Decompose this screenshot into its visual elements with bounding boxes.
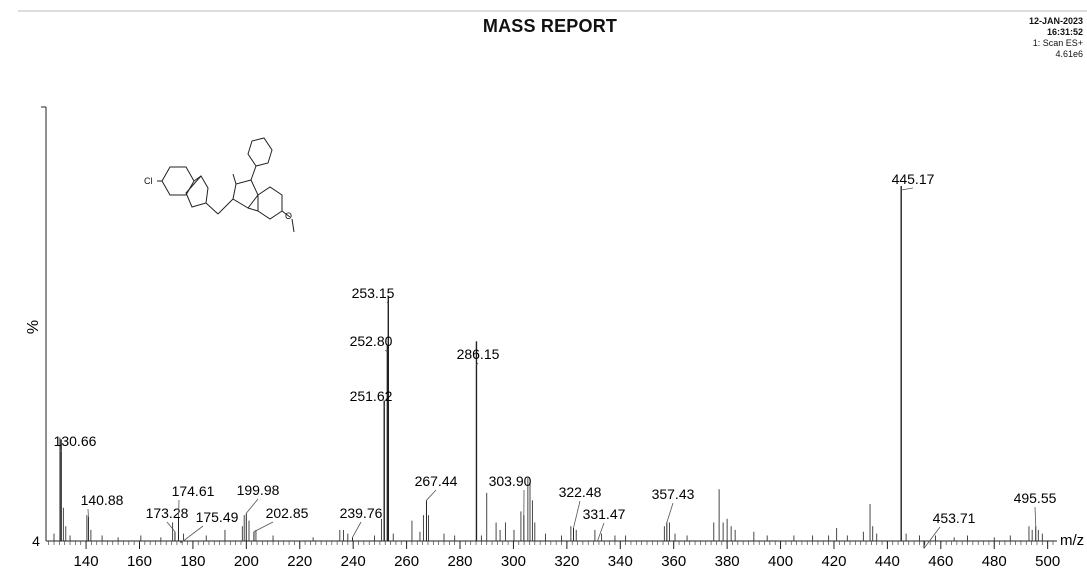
x-tick-label: 480 — [982, 553, 1007, 570]
peak-leader-line — [166, 521, 176, 533]
x-tick-label: 420 — [821, 553, 846, 570]
peak-leader-line — [666, 502, 674, 523]
peak-leader-line — [245, 498, 259, 514]
x-tick-label: 400 — [768, 553, 793, 570]
peak-leader-line — [597, 522, 605, 542]
peak-label: 251.62 — [350, 388, 393, 404]
peak-label: 173.28 — [146, 505, 189, 521]
x-tick-label: 380 — [715, 553, 740, 570]
peak-label: 199.98 — [237, 482, 280, 498]
peak-label: 130.66 — [54, 433, 97, 449]
peak-labels: 130.66 140.88 173.28 174.61 175.49 199.98 202.… — [54, 171, 1057, 549]
x-tick-label: 140 — [74, 553, 99, 570]
x-tick-label: 340 — [608, 553, 633, 570]
chemical-structure — [157, 137, 295, 233]
peak-leader-line — [386, 301, 389, 305]
x-tick-label: 320 — [554, 553, 579, 570]
benzo-ring — [257, 186, 283, 220]
peaks — [53, 186, 1043, 549]
x-axis-ticks: 140 160 180 200 220 240 260 280 300 320 340 360 380 4… — [46, 540, 1060, 570]
x-tick-label: 180 — [180, 553, 205, 570]
chlorophenyl-ring — [161, 166, 195, 196]
peak-leader-line — [426, 489, 437, 501]
imidazolone-ring — [232, 179, 259, 209]
peak-label: 453.71 — [933, 510, 976, 526]
peak-leader-line — [383, 404, 386, 408]
peak-label: 357.43 — [652, 486, 695, 502]
x-tick-label: 200 — [234, 553, 259, 570]
x-tick-label: 160 — [127, 553, 152, 570]
peak-label: 303.90 — [489, 473, 532, 489]
x-tick-label: 300 — [501, 553, 526, 570]
peak-label: 174.61 — [172, 483, 215, 499]
peak-label: 286.15 — [457, 346, 500, 362]
peak-label: 140.88 — [81, 492, 124, 508]
peak-label: 253.15 — [352, 285, 395, 301]
peak-leader-line — [901, 187, 914, 191]
peak-label: 239.76 — [340, 505, 383, 521]
peak-label: 495.55 — [1014, 490, 1057, 506]
peak-label: 322.48 — [559, 484, 602, 500]
phenyl-ring — [247, 137, 273, 167]
chlorine-label: Cl — [144, 176, 153, 186]
x-tick-label: 240 — [341, 553, 366, 570]
structure-atom-labels: Cl O — [144, 176, 292, 221]
peak-label: 175.49 — [196, 509, 239, 525]
report-date: 12-JAN-2023 — [1028, 16, 1083, 26]
x-tick-label: 440 — [875, 553, 900, 570]
peak-leader-line — [253, 521, 274, 533]
x-axis-label: m/z — [1060, 532, 1084, 549]
x-tick-label: 220 — [287, 553, 312, 570]
peak-leader-line — [180, 525, 204, 544]
peak-label: 202.85 — [266, 505, 309, 521]
x-tick-label: 360 — [661, 553, 686, 570]
oxygen-label: O — [285, 211, 292, 221]
peak-label: 445.17 — [892, 171, 935, 187]
y-axis-label: % — [25, 320, 42, 334]
peak-leader-line — [476, 362, 479, 366]
peak-label: 252.80 — [350, 333, 393, 349]
peak-label: 267.44 — [415, 473, 458, 489]
x-tick-label: 460 — [928, 553, 953, 570]
report-title: MASS REPORT — [482, 16, 618, 36]
peak-leader-line — [384, 349, 388, 353]
x-tick-label: 260 — [394, 553, 419, 570]
peak-leader-line — [352, 521, 362, 538]
report-time: 16:31:52 — [1046, 27, 1083, 37]
peak-label: 331.47 — [583, 506, 626, 522]
base-intensity: 4.61e6 — [1055, 49, 1083, 59]
y-floor-label: 4 — [32, 533, 40, 549]
x-tick-label: 500 — [1035, 553, 1060, 570]
x-tick-label: 280 — [448, 553, 473, 570]
report-meta: 12-JAN-2023 16:31:52 1: Scan ES+ 4.61e6 — [1029, 16, 1083, 60]
peak-leader-line — [1034, 506, 1037, 527]
scan-mode: 1: Scan ES+ — [1032, 38, 1083, 48]
peak-leader-line — [923, 526, 941, 549]
triazole-ring — [185, 175, 209, 208]
peak-leader-line — [573, 500, 581, 529]
